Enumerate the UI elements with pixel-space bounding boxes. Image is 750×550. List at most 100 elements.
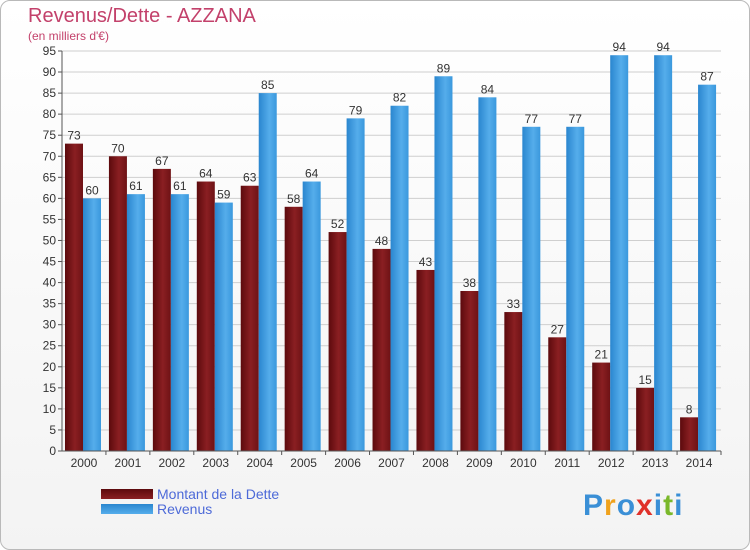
- legend-swatch-debt: [101, 489, 153, 499]
- y-tick-label: 45: [43, 255, 57, 269]
- logo-letter: x: [636, 489, 654, 522]
- data-label: 70: [111, 141, 125, 155]
- x-tick-label: 2008: [422, 456, 449, 470]
- data-label: 21: [595, 348, 609, 362]
- chart-title: Revenus/Dette - AZZANA: [28, 5, 256, 27]
- logo-letter: P: [583, 489, 605, 522]
- proxiti-logo: Proxiti: [583, 489, 683, 523]
- x-tick-label: 2005: [290, 456, 317, 470]
- x-tick-label: 2004: [246, 456, 273, 470]
- bar-debt: [460, 291, 479, 451]
- data-label: 27: [551, 322, 565, 336]
- y-tick-label: 0: [49, 444, 56, 458]
- logo-letter: i: [653, 489, 664, 522]
- x-tick-label: 2001: [115, 456, 142, 470]
- axes: 0 5 10 15 20 25 30 35 40 45 50 55 60 65 70 75 80 85 90 95 20…: [43, 44, 722, 470]
- x-tick-label: 2014: [686, 456, 713, 470]
- bar-revenue: [478, 97, 497, 451]
- data-label: 59: [217, 188, 231, 202]
- bar-revenue: [566, 126, 585, 451]
- logo-letter: o: [616, 489, 637, 522]
- y-tick-label: 10: [43, 402, 57, 416]
- y-tick-label: 65: [43, 170, 57, 184]
- data-label: 85: [261, 78, 275, 92]
- data-label: 94: [613, 40, 627, 54]
- y-tick-label: 25: [43, 339, 57, 353]
- bar-debt: [284, 206, 303, 451]
- data-label: 79: [349, 103, 363, 117]
- x-tick-label: 2006: [334, 456, 361, 470]
- x-tick-label: 2009: [466, 456, 493, 470]
- bar-revenue: [258, 93, 277, 452]
- y-tick-label: 70: [43, 149, 57, 163]
- x-tick-label: 2003: [202, 456, 229, 470]
- y-tick-label: 90: [43, 65, 57, 79]
- y-tick-label: 95: [43, 44, 57, 58]
- data-label: 64: [305, 167, 319, 181]
- bar-debt: [592, 362, 611, 451]
- legend-label-revenue: Revenus: [157, 501, 213, 517]
- data-label: 48: [375, 234, 389, 248]
- data-label: 52: [331, 217, 345, 231]
- y-tick-label: 30: [43, 318, 57, 332]
- data-label: 60: [85, 183, 99, 197]
- data-label: 87: [700, 70, 714, 84]
- bar-revenue: [698, 84, 717, 452]
- y-tick-label: 20: [43, 360, 57, 374]
- data-label: 64: [199, 167, 213, 181]
- x-tick-label: 2010: [510, 456, 537, 470]
- data-label: 63: [243, 171, 257, 185]
- bar-revenue: [83, 198, 101, 451]
- data-label: 15: [638, 373, 652, 387]
- x-tick-label: 2012: [598, 456, 625, 470]
- y-tick-label: 80: [43, 107, 57, 121]
- bar-debt: [548, 337, 567, 451]
- bar-debt: [416, 269, 435, 451]
- y-tick-label: 50: [43, 233, 57, 247]
- legend-label-debt: Montant de la Dette: [157, 486, 280, 502]
- y-tick-label: 55: [43, 212, 57, 226]
- x-tick-label: 2002: [158, 456, 185, 470]
- data-labels: 73 60 70 61 67 61 64 59 63 85 58 64 52 79 48 82 43 89 38 84…: [67, 40, 714, 416]
- y-tick-label: 40: [43, 276, 57, 290]
- bar-revenue: [434, 76, 453, 452]
- data-label: 77: [569, 112, 583, 126]
- chart-subtitle: (en milliers d'€): [28, 29, 109, 43]
- x-tick-label: 2011: [554, 456, 580, 470]
- data-label: 84: [481, 82, 495, 96]
- logo-letter: t: [663, 489, 675, 522]
- x-tick-label: 2007: [378, 456, 405, 470]
- bar-revenue: [522, 126, 541, 451]
- data-label: 61: [173, 179, 187, 193]
- logo-letter: r: [604, 489, 617, 522]
- bar-debt: [196, 181, 215, 452]
- bar-revenue: [390, 105, 409, 451]
- y-tick-label: 15: [43, 381, 57, 395]
- bar-revenue: [126, 194, 145, 451]
- legend-swatch-revenue: [101, 504, 153, 514]
- bar-debt: [240, 185, 259, 451]
- x-tick-label: 2000: [71, 456, 98, 470]
- y-tick-label: 85: [43, 86, 57, 100]
- data-label: 89: [437, 61, 451, 75]
- logo-letter: i: [674, 489, 684, 522]
- data-label: 73: [67, 129, 81, 143]
- bar-debt: [328, 232, 347, 451]
- bar-revenue: [170, 194, 189, 451]
- bars: [65, 55, 717, 452]
- data-label: 38: [463, 276, 477, 290]
- data-label: 61: [129, 179, 143, 193]
- bar-debt: [372, 248, 391, 451]
- data-label: 67: [155, 154, 169, 168]
- data-label: 43: [419, 255, 433, 269]
- x-tick-label: 2013: [642, 456, 669, 470]
- bar-debt: [152, 168, 171, 452]
- data-label: 94: [656, 40, 670, 54]
- bar-revenue: [610, 55, 629, 452]
- bar-debt: [504, 312, 523, 451]
- bar-revenue: [302, 181, 321, 452]
- bar-revenue: [346, 118, 365, 452]
- data-label: 8: [686, 402, 693, 416]
